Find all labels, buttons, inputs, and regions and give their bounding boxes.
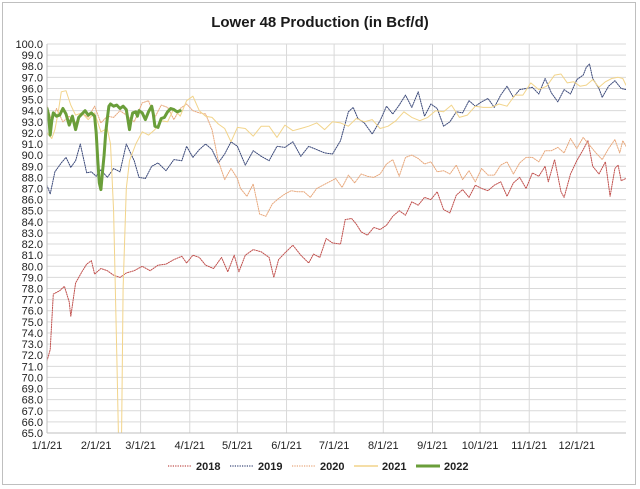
y-tick-label: 69.0 [22, 384, 43, 396]
y-tick-label: 86.0 [22, 195, 43, 207]
chart-frame [2, 2, 636, 485]
chart-title: Lower 48 Production (in Bcf/d) [211, 14, 429, 31]
gridlines [46, 43, 626, 434]
y-tick-label: 65.0 [22, 428, 43, 440]
y-tick-label: 91.0 [22, 139, 43, 151]
x-tick-label: 12/1/21 [558, 440, 595, 452]
y-tick-label: 79.0 [22, 272, 43, 284]
y-tick-label: 83.0 [22, 228, 43, 240]
y-tick-label: 77.0 [22, 295, 43, 307]
y-tick-label: 84.0 [22, 217, 43, 229]
series-line-2020 [47, 100, 626, 217]
y-tick-label: 67.0 [22, 406, 43, 418]
x-tick-label: 11/1/21 [511, 440, 547, 452]
y-tick-label: 99.0 [22, 50, 43, 62]
y-axis-tick-labels: 65.066.067.068.069.070.071.072.073.074.0… [15, 39, 43, 440]
y-tick-label: 89.0 [22, 161, 43, 173]
legend-label-2020: 2020 [320, 461, 344, 473]
y-tick-label: 75.0 [22, 317, 43, 329]
legend: 2018 2019 2020 2021 2022 [168, 461, 468, 473]
y-tick-label: 88.0 [22, 172, 43, 184]
y-tick-label: 87.0 [22, 183, 43, 195]
y-tick-label: 93.0 [22, 117, 43, 129]
series-line-2018 [47, 140, 626, 362]
x-tick-label: 9/1/21 [417, 440, 448, 452]
y-tick-label: 70.0 [22, 372, 43, 384]
series-line-2019 [47, 63, 626, 195]
y-tick-label: 68.0 [22, 395, 43, 407]
x-tick-label: 8/1/21 [368, 440, 399, 452]
y-tick-label: 66.0 [22, 417, 43, 429]
x-tick-label: 2/1/21 [81, 440, 112, 452]
series-line-2022 [47, 102, 182, 192]
y-tick-label: 82.0 [22, 239, 43, 251]
x-tick-label: 7/1/21 [319, 440, 350, 452]
legend-label-2021: 2021 [382, 461, 406, 473]
x-tick-label: 10/1/21 [462, 440, 499, 452]
x-tick-label: 4/1/21 [174, 440, 205, 452]
y-tick-label: 96.0 [22, 83, 43, 95]
x-tick-label: 6/1/21 [271, 440, 302, 452]
axes [46, 44, 626, 434]
y-tick-label: 73.0 [22, 339, 43, 351]
legend-label-2022: 2022 [444, 461, 468, 473]
y-tick-label: 100.0 [15, 39, 43, 51]
y-tick-label: 76.0 [22, 306, 43, 318]
legend-label-2018: 2018 [196, 461, 220, 473]
y-tick-label: 90.0 [22, 150, 43, 162]
series-line-2021 [47, 73, 626, 433]
legend-label-2019: 2019 [258, 461, 282, 473]
y-tick-label: 81.0 [22, 250, 43, 262]
y-tick-label: 80.0 [22, 261, 43, 273]
y-tick-label: 74.0 [22, 328, 43, 340]
y-tick-label: 78.0 [22, 284, 43, 296]
y-tick-label: 72.0 [22, 350, 43, 362]
y-tick-label: 92.0 [22, 128, 43, 140]
y-tick-label: 97.0 [22, 72, 43, 84]
y-tick-label: 71.0 [22, 361, 43, 373]
x-tick-label: 5/1/21 [222, 440, 253, 452]
y-tick-label: 85.0 [22, 206, 43, 218]
x-tick-label: 1/1/21 [32, 440, 63, 452]
series-lines [47, 63, 626, 433]
y-tick-label: 95.0 [22, 95, 43, 107]
x-axis-tick-labels: 1/1/21 2/1/21 3/1/21 4/1/21 5/1/21 6/1/21 7/1/… [32, 440, 595, 452]
x-tick-label: 3/1/21 [125, 440, 156, 452]
y-tick-label: 94.0 [22, 106, 43, 118]
y-tick-label: 98.0 [22, 61, 43, 73]
